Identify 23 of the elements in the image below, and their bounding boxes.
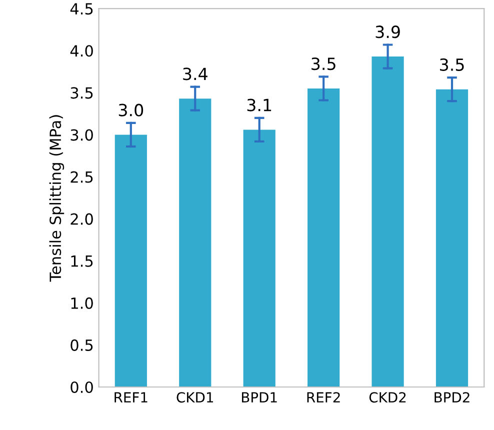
data-label: 3.4 [183,68,208,80]
data-label: 3.5 [312,58,336,70]
y-tick-label: 1.0 [71,297,93,309]
x-tick-label: BPD2 [434,392,470,402]
y-tick-label: 1.5 [71,256,93,267]
data-label: 3.0 [118,104,144,116]
y-tick-label: 4.5 [70,3,93,15]
y-tick-label: 3.5 [70,87,93,99]
y-tick-label: 2.0 [70,213,93,225]
data-label: 3.9 [376,26,400,38]
y-tick-label: 2.5 [70,171,93,183]
x-tick-label: BPD1 [242,392,277,402]
y-tick-label: 4.0 [70,45,93,57]
y-tick-label: 0.5 [70,339,93,351]
x-tick-label: CKD1 [176,392,214,403]
x-tick-label: REF1 [114,392,148,402]
y-axis-title: Tensile Splitting (MPa) [49,115,64,282]
data-label: 3.1 [247,98,272,112]
x-tick-label: REF2 [307,392,340,402]
x-tick-label: CKD2 [369,392,406,403]
data-label: 3.5 [440,58,464,71]
y-tick-label: 3.0 [70,129,93,141]
y-tick-label: 0.0 [70,381,93,394]
